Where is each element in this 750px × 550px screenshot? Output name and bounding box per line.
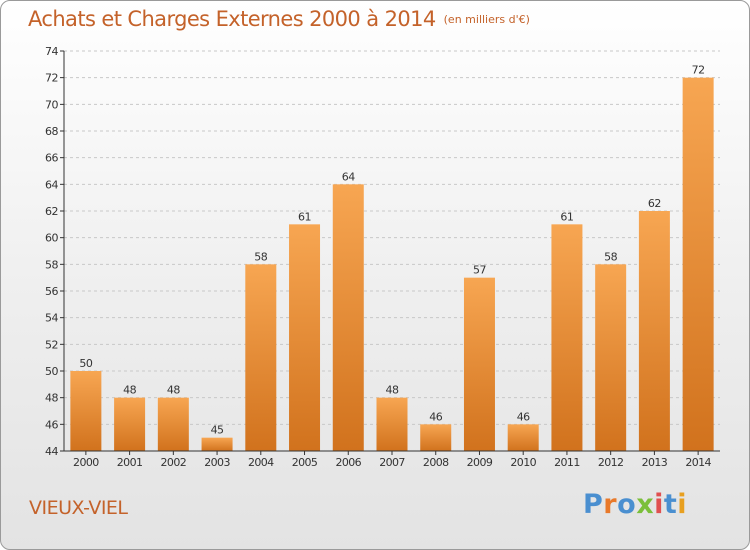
data-label: 72 <box>692 64 705 77</box>
bar <box>157 397 189 451</box>
bar <box>245 264 277 451</box>
chart-subtitle: (en milliers d'€) <box>443 13 530 26</box>
data-label: 61 <box>560 210 573 223</box>
x-tick-label: 2008 <box>423 456 449 469</box>
y-tick-label: 72 <box>45 72 58 85</box>
y-tick-label: 54 <box>45 312 58 325</box>
x-tick-label: 2007 <box>379 456 405 469</box>
bar <box>682 77 714 452</box>
y-tick-label: 60 <box>45 232 58 245</box>
y-tick-label: 46 <box>45 418 58 431</box>
data-label: 58 <box>604 250 617 263</box>
x-tick-label: 2003 <box>204 456 230 469</box>
logo-letter: t <box>663 489 678 520</box>
y-tick-label: 64 <box>45 178 58 191</box>
logo-letter: o <box>617 489 637 520</box>
bar <box>420 424 452 451</box>
x-tick-label: 2001 <box>117 456 143 469</box>
x-tick-label: 2014 <box>685 456 711 469</box>
data-label: 57 <box>473 264 486 277</box>
x-tick-label: 2013 <box>642 456 668 469</box>
bar <box>289 224 321 451</box>
y-tick-label: 58 <box>45 258 58 271</box>
x-tick-label: 2011 <box>554 456 580 469</box>
data-label: 48 <box>123 384 136 397</box>
data-label: 62 <box>648 197 661 210</box>
bar <box>595 264 627 451</box>
bar <box>70 371 102 451</box>
data-label: 50 <box>79 357 92 370</box>
y-tick-label: 68 <box>45 125 58 138</box>
bar <box>551 224 583 451</box>
logo-letter: i <box>677 489 688 520</box>
x-tick-label: 2000 <box>73 456 99 469</box>
x-tick-label: 2002 <box>161 456 187 469</box>
data-label: 61 <box>298 210 311 223</box>
x-tick-label: 2005 <box>292 456 318 469</box>
y-tick-label: 50 <box>45 365 58 378</box>
y-tick-label: 44 <box>45 445 58 458</box>
y-tick-label: 74 <box>45 45 58 58</box>
bar <box>376 397 408 451</box>
bar <box>638 211 670 451</box>
x-tick-label: 2010 <box>510 456 536 469</box>
bar <box>201 437 233 451</box>
proxiti-logo: Proxiti <box>583 489 687 520</box>
x-tick-label: 2012 <box>598 456 624 469</box>
data-label: 48 <box>167 384 180 397</box>
data-label: 48 <box>386 384 399 397</box>
commune-name: VIEUX-VIEL <box>29 497 128 519</box>
bar <box>463 277 495 451</box>
x-tick-label: 2006 <box>335 456 361 469</box>
y-tick-label: 56 <box>45 285 58 298</box>
y-tick-label: 62 <box>45 205 58 218</box>
y-tick-label: 66 <box>45 152 58 165</box>
bar <box>507 424 539 451</box>
y-tick-label: 70 <box>45 98 58 111</box>
logo-letter: i <box>654 489 664 520</box>
data-label: 45 <box>211 424 224 437</box>
y-tick-label: 52 <box>45 338 58 351</box>
y-tick-label: 48 <box>45 392 58 405</box>
logo-letter: r <box>603 489 618 520</box>
x-tick-label: 2004 <box>248 456 274 469</box>
data-label: 64 <box>342 170 355 183</box>
chart-title: Achats et Charges Externes 2000 à 2014 <box>28 7 436 31</box>
chart-title-block: Achats et Charges Externes 2000 à 2014 (e… <box>28 7 530 31</box>
axes <box>60 50 720 455</box>
bars <box>70 77 714 452</box>
bar <box>332 184 364 452</box>
logo-letter: P <box>583 489 604 520</box>
logo-letter: x <box>636 489 655 520</box>
x-tick-label: 2009 <box>467 456 493 469</box>
bar <box>114 397 146 451</box>
data-label: 58 <box>254 250 267 263</box>
data-label: 46 <box>517 410 530 423</box>
data-label: 46 <box>429 410 442 423</box>
labels: 44 46 48 50 52 54 56 58 60 62 64 66 68 70 72 74 50 2000 48… <box>45 45 712 469</box>
